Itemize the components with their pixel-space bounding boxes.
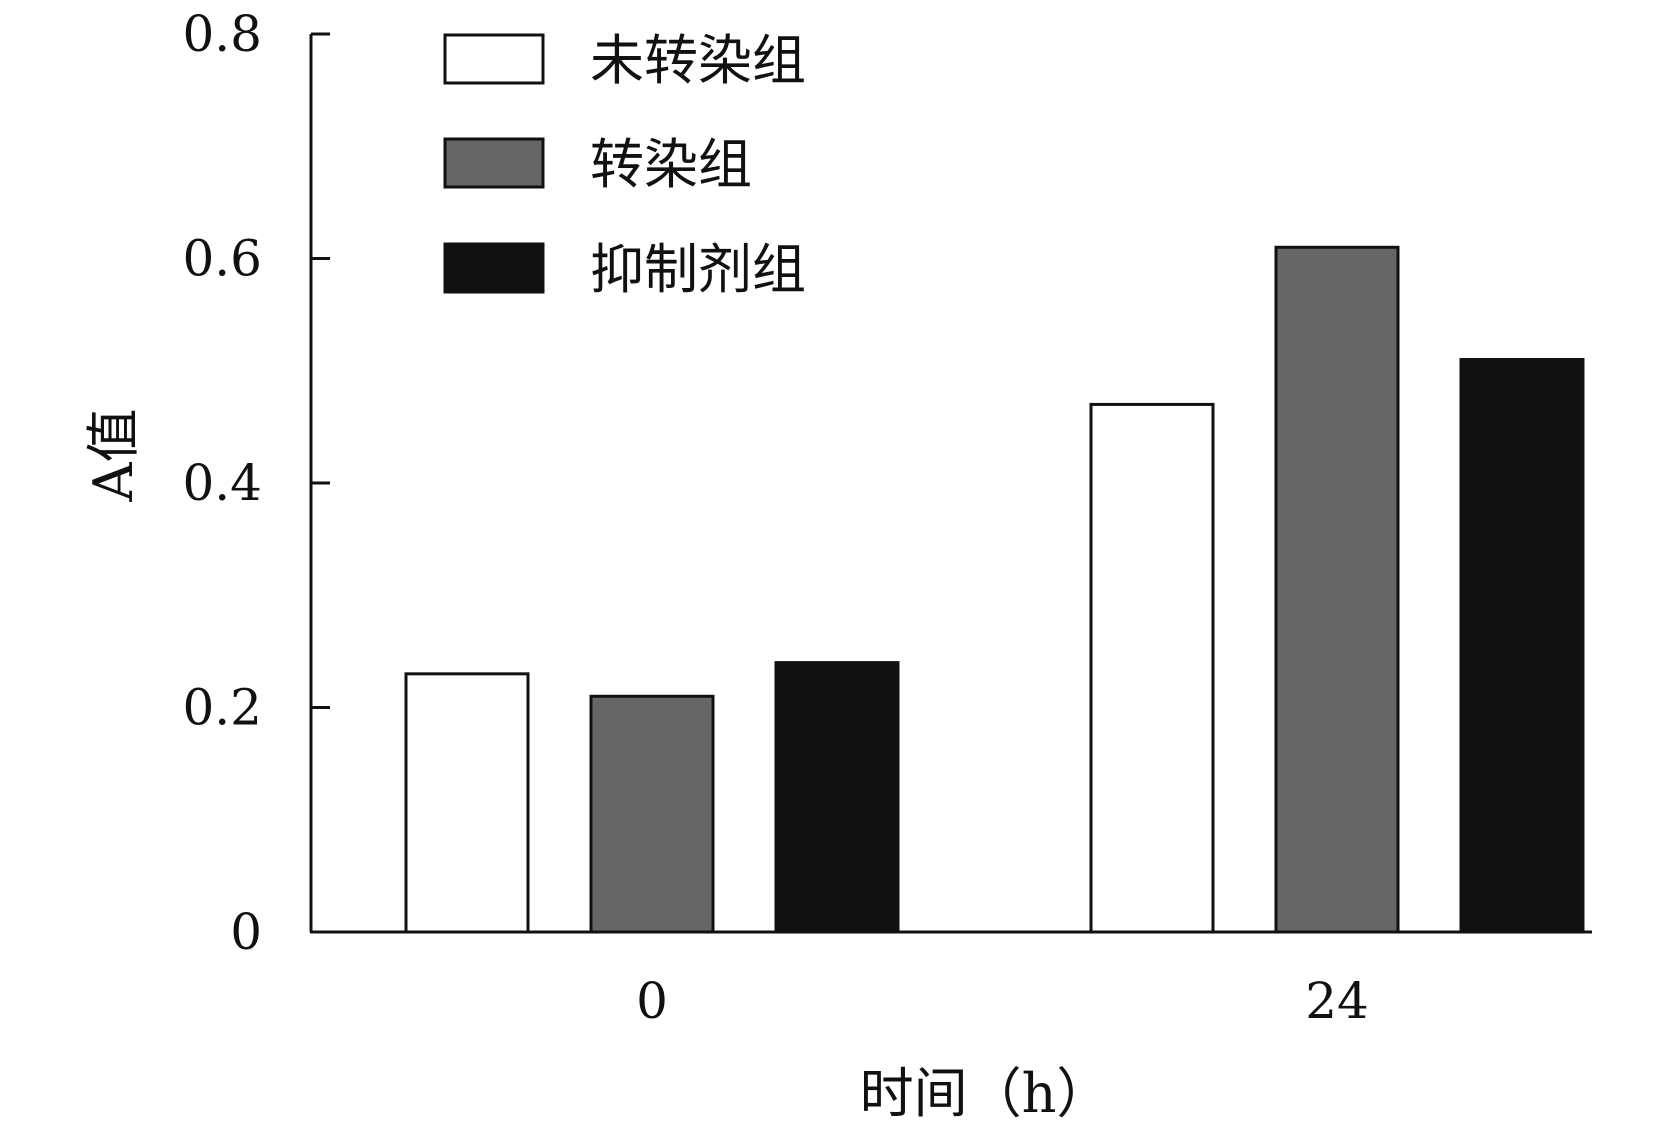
y-tick-label: 0.6 (182, 230, 262, 288)
x-axis-title: 时间（h） (860, 1062, 1111, 1125)
bar-3-0 (774, 661, 900, 934)
legend-label-2: 转染组 (590, 133, 752, 196)
legend-swatch-2 (443, 137, 545, 189)
x-tick-label: 24 (1305, 972, 1369, 1030)
y-tick-label: 0 (230, 903, 262, 961)
y-ticks: 0 0.2 0.4 0.6 0.8 (182, 5, 330, 961)
bar-1-0 (404, 672, 530, 934)
bar-3-24 (1459, 358, 1585, 934)
x-tick-label: 0 (636, 972, 668, 1030)
legend-swatch-1 (443, 33, 545, 85)
bar-1-24 (1089, 402, 1215, 934)
legend-label-1: 未转染组 (590, 29, 806, 92)
y-axis-title: A值 (82, 409, 145, 503)
bar-2-0 (589, 694, 715, 934)
legend-label-3: 抑制剂组 (590, 238, 806, 301)
legend-swatch-3 (443, 242, 545, 294)
y-tick-label: 0.4 (182, 454, 262, 512)
y-tick-label: 0.2 (182, 679, 262, 737)
bars-layer (404, 245, 1585, 934)
x-ticks: 0 24 (636, 972, 1369, 1030)
bar-2-24 (1274, 245, 1400, 934)
y-tick-label: 0.8 (182, 5, 262, 63)
